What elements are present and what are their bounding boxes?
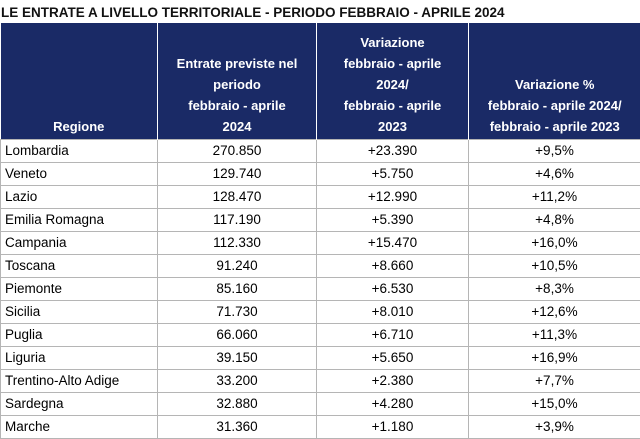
table-row: Trentino-Alto Adige 33.200 +2.380 +7,7%: [1, 370, 640, 393]
cell-variazione: +6.530: [317, 278, 469, 301]
cell-variazione: +5.390: [317, 209, 469, 232]
table-row: Campania 112.330 +15.470 +16,0%: [1, 232, 640, 255]
cell-variazione-pct: +7,7%: [469, 370, 640, 393]
header-variazione: Variazione febbraio - aprile 2024/ febbr…: [317, 23, 469, 140]
cell-regione: Marche: [1, 416, 158, 439]
cell-regione: Piemonte: [1, 278, 158, 301]
cell-variazione-pct: +11,3%: [469, 324, 640, 347]
cell-variazione: +23.390: [317, 140, 469, 163]
header-entrate-previste: Entrate previste nel periodo febbraio - …: [158, 23, 317, 140]
table-row: Puglia 66.060 +6.710 +11,3%: [1, 324, 640, 347]
cell-entrate: 112.330: [158, 232, 317, 255]
table-row: Sicilia 71.730 +8.010 +12,6%: [1, 301, 640, 324]
cell-entrate: 91.240: [158, 255, 317, 278]
cell-entrate: 33.200: [158, 370, 317, 393]
cell-entrate: 270.850: [158, 140, 317, 163]
cell-variazione: +2.380: [317, 370, 469, 393]
cell-variazione-pct: +12,6%: [469, 301, 640, 324]
cell-variazione: +1.180: [317, 416, 469, 439]
cell-entrate: 31.360: [158, 416, 317, 439]
table-row: Lazio 128.470 +12.990 +11,2%: [1, 186, 640, 209]
cell-variazione-pct: +4,8%: [469, 209, 640, 232]
cell-entrate: 39.150: [158, 347, 317, 370]
table-row: Marche 31.360 +1.180 +3,9%: [1, 416, 640, 439]
cell-variazione: +15.470: [317, 232, 469, 255]
cell-regione: Veneto: [1, 163, 158, 186]
cell-entrate: 117.190: [158, 209, 317, 232]
cell-entrate: 71.730: [158, 301, 317, 324]
cell-regione: Emilia Romagna: [1, 209, 158, 232]
cell-variazione-pct: +16,9%: [469, 347, 640, 370]
cell-entrate: 66.060: [158, 324, 317, 347]
cell-entrate: 85.160: [158, 278, 317, 301]
cell-regione: Sicilia: [1, 301, 158, 324]
header-regione: Regione: [1, 23, 158, 140]
cell-regione: Liguria: [1, 347, 158, 370]
table-row: Emilia Romagna 117.190 +5.390 +4,8%: [1, 209, 640, 232]
cell-variazione: +6.710: [317, 324, 469, 347]
cell-variazione-pct: +16,0%: [469, 232, 640, 255]
table-row: Veneto 129.740 +5.750 +4,6%: [1, 163, 640, 186]
table-row: Lombardia 270.850 +23.390 +9,5%: [1, 140, 640, 163]
cell-variazione: +8.660: [317, 255, 469, 278]
table-row: Sardegna 32.880 +4.280 +15,0%: [1, 393, 640, 416]
cell-variazione: +12.990: [317, 186, 469, 209]
cell-variazione: +4.280: [317, 393, 469, 416]
table-row: Liguria 39.150 +5.650 +16,9%: [1, 347, 640, 370]
cell-regione: Toscana: [1, 255, 158, 278]
cell-entrate: 32.880: [158, 393, 317, 416]
cell-variazione-pct: +8,3%: [469, 278, 640, 301]
cell-variazione-pct: +4,6%: [469, 163, 640, 186]
cell-variazione: +5.750: [317, 163, 469, 186]
cell-variazione-pct: +10,5%: [469, 255, 640, 278]
cell-entrate: 129.740: [158, 163, 317, 186]
cell-regione: Lazio: [1, 186, 158, 209]
cell-variazione-pct: +11,2%: [469, 186, 640, 209]
header-variazione-percentuale: Variazione % febbraio - aprile 2024/ feb…: [469, 23, 640, 140]
cell-variazione-pct: +9,5%: [469, 140, 640, 163]
cell-regione: Trentino-Alto Adige: [1, 370, 158, 393]
cell-variazione: +8.010: [317, 301, 469, 324]
table-row: Piemonte 85.160 +6.530 +8,3%: [1, 278, 640, 301]
cell-entrate: 128.470: [158, 186, 317, 209]
cell-variazione-pct: +3,9%: [469, 416, 640, 439]
cell-regione: Lombardia: [1, 140, 158, 163]
cell-variazione-pct: +15,0%: [469, 393, 640, 416]
cell-regione: Campania: [1, 232, 158, 255]
cell-regione: Puglia: [1, 324, 158, 347]
table-row: Toscana 91.240 +8.660 +10,5%: [1, 255, 640, 278]
regional-revenue-table: Regione Entrate previste nel periodo feb…: [0, 23, 640, 439]
table-title: LE ENTRATE A LIVELLO TERRITORIALE - PERI…: [0, 0, 640, 23]
cell-regione: Sardegna: [1, 393, 158, 416]
cell-variazione: +5.650: [317, 347, 469, 370]
header-row: Regione Entrate previste nel periodo feb…: [1, 23, 640, 140]
